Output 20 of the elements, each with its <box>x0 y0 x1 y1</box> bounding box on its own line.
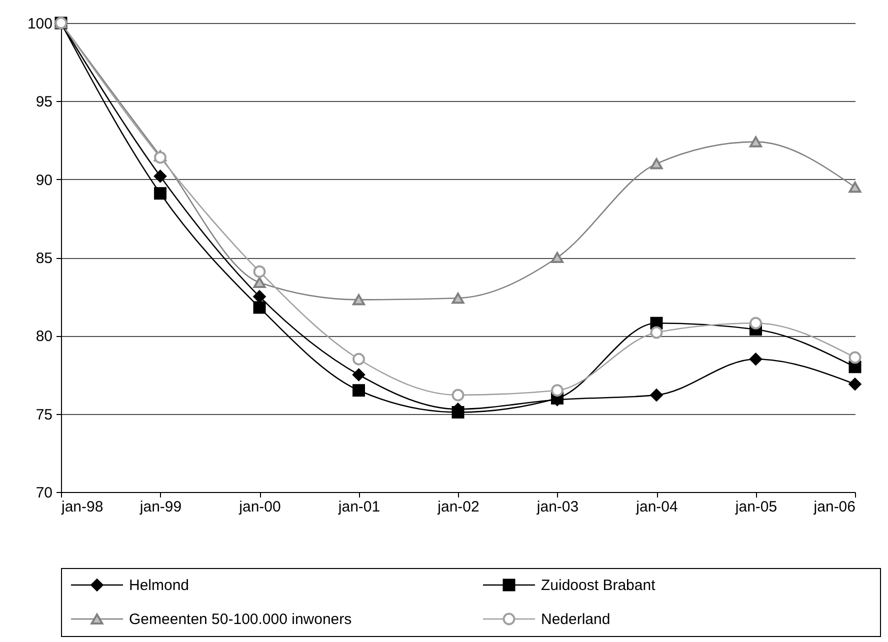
y-tick-label: 70 <box>36 484 52 502</box>
y-tick-label: 85 <box>36 250 52 267</box>
y-tick-label: 95 <box>36 94 52 111</box>
x-tick-label: jan-00 <box>238 498 281 516</box>
legend-label: Zuidoost Brabant <box>541 577 656 594</box>
x-tick-label: jan-05 <box>734 498 778 516</box>
x-tick-label: jan-02 <box>436 498 480 516</box>
legend-label: Nederland <box>541 611 610 628</box>
y-tick-label: 100 <box>27 16 52 32</box>
y-tick-label: 90 <box>36 172 52 189</box>
x-tick-label: jan-03 <box>536 498 579 516</box>
x-tick-label: jan-06 <box>812 498 856 516</box>
x-tick-label: jan-99 <box>138 498 182 516</box>
y-tick-label: 80 <box>36 328 52 346</box>
x-tick-label: jan-04 <box>635 498 678 516</box>
x-tick-label: jan-01 <box>337 498 380 516</box>
y-tick-label: 75 <box>36 406 52 424</box>
legend-label: Helmond <box>129 577 190 594</box>
legend-label: Gemeenten 50-100.000 inwoners <box>129 611 352 628</box>
x-tick-label: jan-98 <box>60 498 104 516</box>
